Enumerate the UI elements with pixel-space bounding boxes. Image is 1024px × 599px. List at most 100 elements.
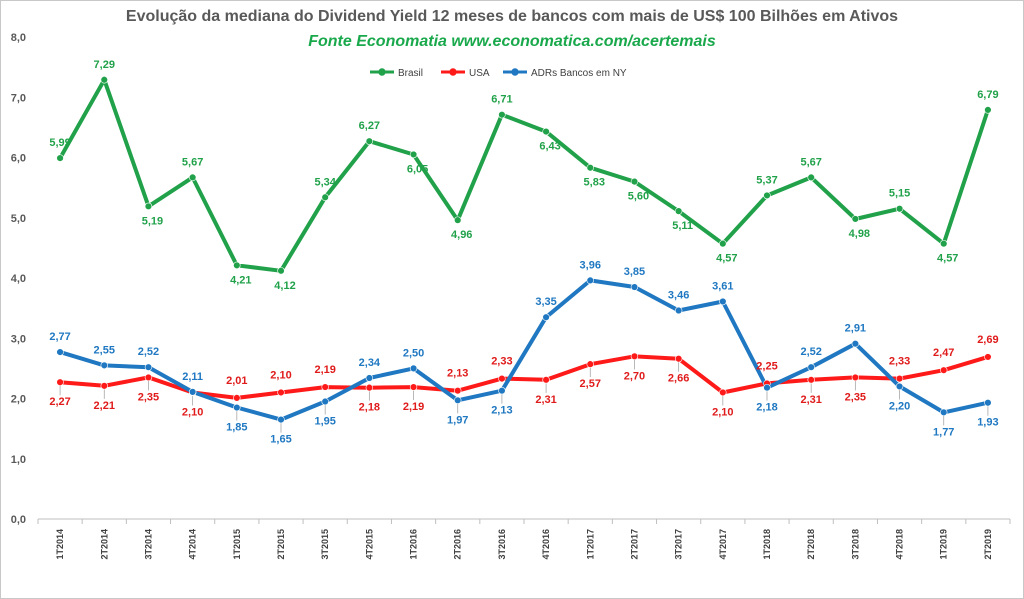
x-tick-label: 1T2015 [232,529,242,560]
data-label: 6,79 [977,89,998,101]
data-label: 2,91 [845,323,866,335]
x-tick-label: 2T2014 [99,529,109,560]
data-label: 2,27 [49,396,70,408]
data-label: 2,52 [800,346,821,358]
data-label: 5,19 [142,215,163,227]
data-point-marker [542,313,550,321]
data-point-marker [719,239,727,248]
data-point-marker [144,373,153,382]
data-label: 2,18 [359,402,380,414]
data-point-marker [674,355,683,363]
series-line-adrs-bancos-em-ny [58,278,990,422]
data-point-marker [321,383,329,391]
data-point-marker [763,191,771,200]
data-point-marker [277,267,285,275]
data-point-marker [895,374,904,383]
data-point-marker [56,348,64,356]
x-tick-label: 2T2016 [453,529,463,560]
x-tick-label: 3T2017 [674,529,684,560]
data-point-marker [586,360,594,368]
data-point-marker [984,106,992,114]
data-label: 5,99 [49,137,70,149]
data-label: 3,46 [668,290,689,302]
data-label: 2,10 [712,406,733,418]
data-point-marker [984,399,992,407]
data-label: 2,21 [94,400,115,412]
leader-lines [59,359,989,433]
data-label: 5,37 [756,174,777,186]
legend-swatch-marker [449,68,457,76]
legend-label: ADRs Bancos em NY [531,68,627,79]
data-label: 3,96 [580,259,601,271]
data-point-marker [895,382,904,391]
data-point-marker [321,397,329,406]
legend-label: Brasil [398,68,423,79]
data-label: 4,12 [274,280,295,292]
data-label: 2,31 [535,394,556,406]
x-tick-label: 1T2014 [55,529,65,560]
data-label: 4,57 [716,253,737,265]
x-tick-label: 2T2017 [629,529,639,560]
data-point-marker [409,383,418,391]
data-label: 2,66 [668,373,689,385]
data-label: 5,83 [584,177,605,189]
data-point-marker [719,297,727,306]
data-label: 2,20 [889,400,910,412]
data-point-marker [100,361,108,370]
data-label: 2,47 [933,347,954,359]
data-point-marker [365,374,374,382]
data-point-marker [940,408,948,417]
data-point-marker [895,205,904,213]
data-point-marker [807,173,815,182]
data-label: 5,67 [182,156,203,168]
x-tick-label: 1T2017 [585,529,595,560]
data-point-marker [100,76,108,84]
data-point-marker [56,154,64,162]
x-tick-label: 4T2018 [895,529,905,560]
data-label: 2,50 [403,347,424,359]
data-label: 4,98 [849,228,870,240]
data-label: 2,35 [138,391,159,403]
data-point-marker [365,383,374,392]
data-point-marker [586,276,594,285]
data-label: 5,34 [314,176,336,188]
data-label: 7,29 [94,59,115,71]
data-label: 2,10 [270,369,291,381]
y-tick-label: 8,0 [11,32,26,44]
data-label: 1,95 [314,416,335,428]
x-tick-label: 4T2014 [188,529,198,560]
legend-label: USA [469,68,490,79]
data-point-marker [763,383,771,392]
data-label: 2,01 [226,375,247,387]
data-label: 2,57 [580,378,601,390]
data-labels: 5,99 7,29 5,19 5,67 4,21 4,12 5,34 6,27 6,05 4,96… [49,59,998,446]
data-label: 2,70 [624,370,645,382]
data-label: 2,55 [94,344,115,356]
data-label: 3,35 [535,296,556,308]
chart-subtitle: Fonte Economatia www.economatica.com/ace… [308,33,716,50]
data-label: 2,52 [138,346,159,358]
data-point-marker [851,215,860,223]
x-tick-label: 3T2015 [320,529,330,560]
data-label: 2,33 [491,356,512,368]
x-tick-label: 4T2017 [718,529,728,560]
series-line-usa [58,354,990,400]
data-point-marker [144,202,153,211]
data-point-marker [851,339,860,348]
data-point-marker [409,364,418,373]
data-point-marker [630,177,639,186]
data-label: 1,77 [933,426,954,438]
legend: Brasil USA ADRs Bancos em NY [370,68,627,79]
x-tick-label: 1T2016 [409,529,419,560]
data-point-marker [630,283,639,291]
data-label: 3,61 [712,280,733,292]
data-point-marker [100,382,108,390]
data-point-marker [851,373,860,382]
x-tick-label: 3T2014 [143,529,153,560]
data-point-marker [365,137,374,145]
legend-swatch-marker [378,68,386,76]
data-label: 1,65 [270,434,291,446]
y-tick-label: 1,0 [11,454,26,466]
